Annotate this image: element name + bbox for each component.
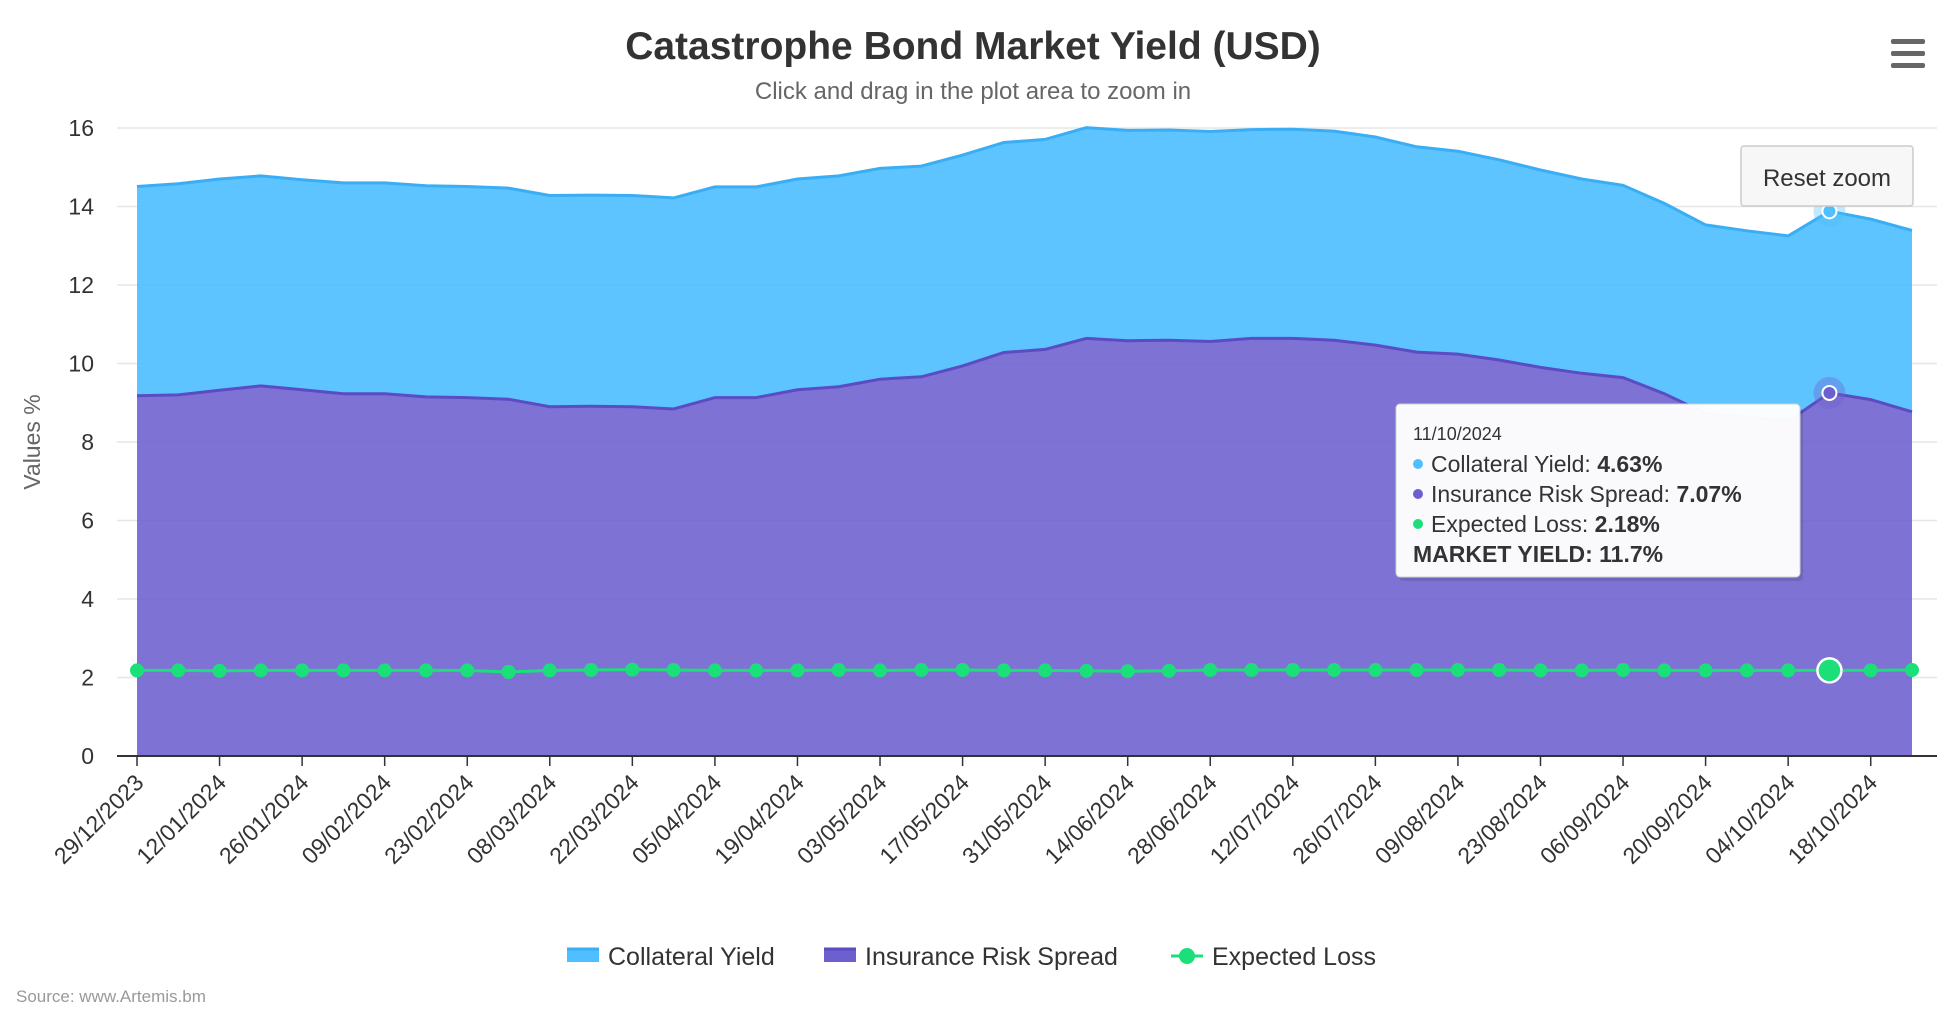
expected-loss-point[interactable] xyxy=(1533,663,1548,678)
series-line-collateral-yield[interactable] xyxy=(136,126,1913,238)
expected-loss-point[interactable] xyxy=(1450,663,1465,678)
expected-loss-point[interactable] xyxy=(1161,663,1176,678)
expected-loss-point[interactable] xyxy=(1409,663,1424,678)
expected-loss-point[interactable] xyxy=(1616,663,1631,678)
tooltip-line: Expected Loss: 2.18% xyxy=(1431,511,1660,537)
tooltip-line: Insurance Risk Spread: 7.07% xyxy=(1431,481,1742,507)
credit-source[interactable]: Source: www.Artemis.bm xyxy=(16,987,206,1006)
expected-loss-point[interactable] xyxy=(460,663,475,678)
legend-item-collateral-yield[interactable]: Collateral Yield xyxy=(567,943,775,971)
expected-loss-point[interactable] xyxy=(542,663,557,678)
expected-loss-point[interactable] xyxy=(171,663,186,678)
tooltip-box xyxy=(1395,403,1801,578)
chart-subtitle: Click and drag in the plot area to zoom … xyxy=(755,78,1191,105)
menu-bar-top xyxy=(1891,39,1925,44)
tooltip-date: 11/10/2024 xyxy=(1413,424,1502,444)
hover-point-insurance-risk-spread[interactable] xyxy=(1821,384,1838,401)
y-tick-label: 12 xyxy=(68,272,94,298)
expected-loss-point[interactable] xyxy=(707,663,722,678)
legend-symbol xyxy=(824,949,856,962)
series-area-collateral-yield[interactable] xyxy=(137,127,1912,422)
legend[interactable]: Collateral Yield Insurance Risk Spread Exp… xyxy=(567,943,1376,971)
expected-loss-point[interactable] xyxy=(584,663,599,678)
tooltip-series-marker xyxy=(1413,459,1423,469)
expected-loss-point[interactable] xyxy=(336,663,351,678)
tooltip: 11/10/2024 Collateral Yield: 4.63% Insuran… xyxy=(1395,403,1803,581)
expected-loss-point[interactable] xyxy=(1905,663,1919,678)
expected-loss-point[interactable] xyxy=(1203,663,1218,678)
hover-point-expected-loss[interactable] xyxy=(1816,657,1843,684)
expected-loss-point[interactable] xyxy=(955,663,970,678)
expected-loss-point[interactable] xyxy=(625,662,640,677)
series-area-expected-loss[interactable] xyxy=(137,669,1912,756)
tooltip-market-yield: MARKET YIELD: 11.7% xyxy=(1413,541,1663,567)
expected-loss-point[interactable] xyxy=(501,665,516,680)
expected-loss-point[interactable] xyxy=(1244,663,1259,678)
chart-title: Catastrophe Bond Market Yield (USD) xyxy=(625,25,1321,68)
expected-loss-point[interactable] xyxy=(996,663,1011,678)
expected-loss-point[interactable] xyxy=(1781,663,1796,678)
y-tick-label: 10 xyxy=(68,351,94,377)
expected-loss-point[interactable] xyxy=(1863,663,1878,678)
expected-loss-point[interactable] xyxy=(1327,663,1342,678)
legend-symbol xyxy=(1179,948,1195,964)
expected-loss-point[interactable] xyxy=(1657,663,1672,678)
legend-item-expected-loss[interactable]: Expected Loss xyxy=(1171,943,1376,971)
menu-button[interactable] xyxy=(1880,30,1928,74)
expected-loss-point[interactable] xyxy=(790,663,805,678)
expected-loss-point[interactable] xyxy=(130,663,144,678)
reset-zoom-button[interactable]: Reset zoom xyxy=(1740,145,1914,207)
y-tick-label: 16 xyxy=(68,115,94,141)
expected-loss-point[interactable] xyxy=(295,663,310,678)
series-line-insurance-risk-spread[interactable] xyxy=(136,336,1913,423)
expected-loss-point[interactable] xyxy=(831,663,846,678)
y-axis-title: Values % xyxy=(19,394,45,489)
legend-label[interactable]: Expected Loss xyxy=(1212,943,1376,971)
menu-bar-bottom xyxy=(1891,63,1925,68)
expected-loss-point[interactable] xyxy=(1285,663,1300,678)
expected-loss-point[interactable] xyxy=(377,663,392,678)
menu-bar-middle xyxy=(1891,51,1925,56)
y-tick-label: 4 xyxy=(81,586,94,612)
expected-loss-point[interactable] xyxy=(1038,663,1053,678)
y-tick-label: 8 xyxy=(81,429,94,455)
y-tick-label: 14 xyxy=(68,194,94,220)
expected-loss-point[interactable] xyxy=(1120,664,1135,679)
expected-loss-point[interactable] xyxy=(666,663,681,678)
legend-label[interactable]: Collateral Yield xyxy=(608,943,775,971)
expected-loss-point[interactable] xyxy=(873,663,888,678)
expected-loss-point[interactable] xyxy=(1368,663,1383,678)
legend-item-insurance-risk-spread[interactable]: Insurance Risk Spread xyxy=(824,943,1118,971)
legend-symbol xyxy=(567,949,599,962)
tooltip-line: Collateral Yield: 4.63% xyxy=(1431,451,1662,477)
legend-label[interactable]: Insurance Risk Spread xyxy=(865,943,1118,971)
expected-loss-point[interactable] xyxy=(1574,663,1589,678)
expected-loss-point[interactable] xyxy=(1079,663,1094,678)
expected-loss-point[interactable] xyxy=(1739,663,1754,678)
y-tick-label: 2 xyxy=(81,665,94,691)
reset-zoom-button-box[interactable] xyxy=(1740,145,1914,207)
expected-loss-point[interactable] xyxy=(1698,663,1713,678)
expected-loss-point[interactable] xyxy=(418,663,433,678)
x-axis-ticks: 29/12/202312/01/202426/01/202409/02/2024… xyxy=(49,756,1882,869)
expected-loss-point[interactable] xyxy=(212,663,227,678)
expected-loss-point[interactable] xyxy=(914,663,929,678)
tooltip-series-marker xyxy=(1413,489,1423,499)
y-tick-label: 0 xyxy=(81,743,94,769)
y-tick-label: 6 xyxy=(81,508,94,534)
hamburger-menu-icon[interactable] xyxy=(1891,39,1925,68)
expected-loss-point[interactable] xyxy=(749,663,764,678)
tooltip-series-marker xyxy=(1413,519,1423,529)
expected-loss-point[interactable] xyxy=(1492,663,1507,678)
expected-loss-point[interactable] xyxy=(253,663,268,678)
series-line-expected-loss[interactable] xyxy=(137,668,1913,674)
x-tick-label: 18/10/2024 xyxy=(1782,769,1882,869)
y-axis-ticks: 0 2 4 6 8 10 12 14 16 xyxy=(68,115,94,769)
reset-zoom-label[interactable]: Reset zoom xyxy=(1763,165,1891,192)
